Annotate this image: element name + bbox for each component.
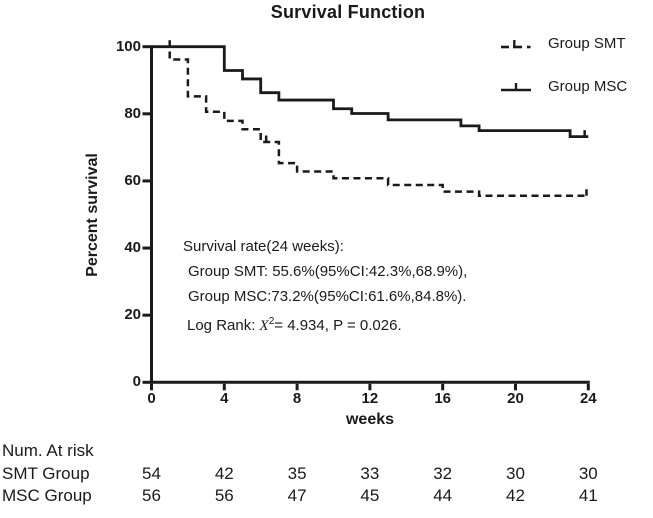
risk-count: 30 <box>506 464 525 483</box>
risk-table-title: Num. At risk <box>2 441 94 460</box>
y-tick-label: 40 <box>124 239 141 257</box>
survival-plot-area <box>142 40 590 391</box>
risk-count: 47 <box>287 486 307 505</box>
annotation-survival-rate-heading: Survival rate(24 weeks): <box>183 238 344 255</box>
risk-row-label: MSC Group <box>2 486 92 505</box>
risk-count: 56 <box>214 486 234 505</box>
x-axis-title: weeks <box>345 411 395 428</box>
risk-row-label: SMT Group <box>2 464 90 483</box>
risk-count: 32 <box>433 464 453 483</box>
risk-count: 42 <box>214 464 234 483</box>
risk-count: 33 <box>360 464 380 483</box>
dashed-line-censor-icon <box>501 39 531 48</box>
risk-count: 41 <box>578 486 598 505</box>
legend-entry-smt: Group SMT <box>500 35 626 52</box>
x-tick-label: 12 <box>361 390 379 407</box>
stats-annotation: Survival rate(24 weeks): Group SMT: 55.6… <box>183 234 467 339</box>
legend-label-smt: Group SMT <box>548 35 626 52</box>
risk-count: 56 <box>142 486 161 505</box>
x-tick-label: 20 <box>507 390 524 407</box>
risk-count: 54 <box>142 464 161 483</box>
annotation-smt-rate: Group SMT: 55.6%(95%CI:42.3%,68.9%), <box>188 263 468 280</box>
legend-entry-msc: Group MSC <box>500 78 627 95</box>
risk-count: 30 <box>578 464 598 483</box>
y-tick-label: 80 <box>124 104 141 122</box>
y-tick-label: 100 <box>115 37 141 55</box>
chi-exponent: 2 <box>268 316 275 327</box>
y-tick-label: 0 <box>132 373 141 391</box>
solid-line-censor-icon <box>501 82 531 91</box>
curve-group-smt <box>151 45 589 197</box>
x-tick-label: 16 <box>434 390 452 407</box>
legend-label-msc: Group MSC <box>548 78 628 95</box>
chi-symbol: X <box>259 318 269 334</box>
log-rank-prefix: Log Rank: <box>187 317 260 334</box>
curve-group-msc <box>151 45 589 139</box>
risk-count: 44 <box>433 486 453 505</box>
chart-title: Survival Function <box>270 2 426 22</box>
annotation-log-rank: Log Rank: X2= 4.934, P = 0.026. <box>183 313 467 339</box>
x-tick-label: 24 <box>579 390 597 407</box>
y-tick-label: 60 <box>124 171 141 189</box>
risk-count: 42 <box>506 486 525 505</box>
x-tick-label: 4 <box>220 390 229 407</box>
risk-count: 45 <box>360 486 380 505</box>
x-tick-label: 8 <box>292 390 302 407</box>
risk-count: 35 <box>287 464 307 483</box>
log-rank-values: = 4.934, P = 0.026. <box>274 317 402 334</box>
y-tick-label: 20 <box>124 306 141 324</box>
x-tick-label: 0 <box>147 390 156 407</box>
annotation-msc-rate: Group MSC:73.2%(95%CI:61.6%,84.8%). <box>188 288 467 305</box>
